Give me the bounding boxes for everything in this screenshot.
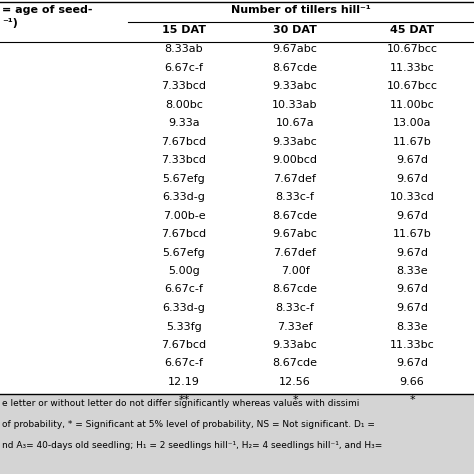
Bar xyxy=(0,394,474,474)
Text: 11.33bc: 11.33bc xyxy=(390,340,434,350)
Text: 9.67d: 9.67d xyxy=(396,284,428,294)
Text: 12.56: 12.56 xyxy=(279,377,311,387)
Text: 11.67b: 11.67b xyxy=(392,137,431,146)
Text: 9.00bcd: 9.00bcd xyxy=(273,155,318,165)
Text: 30 DAT: 30 DAT xyxy=(273,25,317,35)
Text: 10.67a: 10.67a xyxy=(276,118,314,128)
Text: 9.67d: 9.67d xyxy=(396,358,428,368)
Text: nd A₃= 40-days old seedling; H₁ = 2 seedlings hill⁻¹, H₂= 4 seedlings hill⁻¹, an: nd A₃= 40-days old seedling; H₁ = 2 seed… xyxy=(2,441,382,450)
Text: *: * xyxy=(292,395,298,405)
Text: 13.00a: 13.00a xyxy=(393,118,431,128)
Text: 9.33abc: 9.33abc xyxy=(273,340,318,350)
Text: 6.67c-f: 6.67c-f xyxy=(164,358,203,368)
Text: 11.67b: 11.67b xyxy=(392,229,431,239)
Text: of probability, * = Significant at 5% level of probability, NS = Not significant: of probability, * = Significant at 5% le… xyxy=(2,420,375,429)
Text: 45 DAT: 45 DAT xyxy=(390,25,434,35)
Text: 8.33e: 8.33e xyxy=(396,266,428,276)
Text: 7.67bcd: 7.67bcd xyxy=(162,137,207,146)
Text: 9.33abc: 9.33abc xyxy=(273,81,318,91)
Text: 6.67c-f: 6.67c-f xyxy=(164,284,203,294)
Text: 8.33e: 8.33e xyxy=(396,321,428,331)
Text: 7.33ef: 7.33ef xyxy=(277,321,313,331)
Text: 8.67cde: 8.67cde xyxy=(273,63,318,73)
Text: 10.67bcc: 10.67bcc xyxy=(386,81,438,91)
Text: Number of tillers hill⁻¹: Number of tillers hill⁻¹ xyxy=(231,5,371,15)
Text: 5.33fg: 5.33fg xyxy=(166,321,202,331)
Text: 6.33d-g: 6.33d-g xyxy=(163,192,205,202)
Text: 5.67efg: 5.67efg xyxy=(163,173,205,183)
Text: 8.67cde: 8.67cde xyxy=(273,210,318,220)
Text: 8.67cde: 8.67cde xyxy=(273,284,318,294)
Text: 8.33ab: 8.33ab xyxy=(164,44,203,54)
Text: 10.67bcc: 10.67bcc xyxy=(386,44,438,54)
Text: 8.33c-f: 8.33c-f xyxy=(275,192,314,202)
Text: 9.67d: 9.67d xyxy=(396,247,428,257)
Text: 9.33abc: 9.33abc xyxy=(273,137,318,146)
Text: 7.67def: 7.67def xyxy=(273,247,317,257)
Text: 9.67d: 9.67d xyxy=(396,303,428,313)
Text: 9.67d: 9.67d xyxy=(396,173,428,183)
Text: 11.00bc: 11.00bc xyxy=(390,100,434,109)
Text: 7.33bcd: 7.33bcd xyxy=(162,155,207,165)
Text: 12.19: 12.19 xyxy=(168,377,200,387)
Text: 7.00f: 7.00f xyxy=(281,266,310,276)
Text: 11.33bc: 11.33bc xyxy=(390,63,434,73)
Text: 10.33ab: 10.33ab xyxy=(272,100,318,109)
Text: 9.67d: 9.67d xyxy=(396,210,428,220)
Text: 6.33d-g: 6.33d-g xyxy=(163,303,205,313)
Text: = age of seed-: = age of seed- xyxy=(2,5,92,15)
Text: 7.33bcd: 7.33bcd xyxy=(162,81,207,91)
Text: 10.33cd: 10.33cd xyxy=(390,192,435,202)
Text: 9.67abc: 9.67abc xyxy=(273,229,318,239)
Text: **: ** xyxy=(178,395,190,405)
Text: e letter or without letter do not differ significantly whereas values with dissi: e letter or without letter do not differ… xyxy=(2,399,359,408)
Text: 15 DAT: 15 DAT xyxy=(162,25,206,35)
Text: 9.66: 9.66 xyxy=(400,377,424,387)
Text: 6.67c-f: 6.67c-f xyxy=(164,63,203,73)
Text: 7.67bcd: 7.67bcd xyxy=(162,340,207,350)
Text: *: * xyxy=(409,395,415,405)
Text: ⁻¹): ⁻¹) xyxy=(2,18,18,28)
Text: 8.00bc: 8.00bc xyxy=(165,100,203,109)
Text: 5.67efg: 5.67efg xyxy=(163,247,205,257)
Text: 9.33a: 9.33a xyxy=(168,118,200,128)
Text: 5.00g: 5.00g xyxy=(168,266,200,276)
Text: 7.67def: 7.67def xyxy=(273,173,317,183)
Text: 9.67abc: 9.67abc xyxy=(273,44,318,54)
Text: 7.00b-e: 7.00b-e xyxy=(163,210,205,220)
Text: 9.67d: 9.67d xyxy=(396,155,428,165)
Text: 8.33c-f: 8.33c-f xyxy=(275,303,314,313)
Text: 7.67bcd: 7.67bcd xyxy=(162,229,207,239)
Text: 8.67cde: 8.67cde xyxy=(273,358,318,368)
